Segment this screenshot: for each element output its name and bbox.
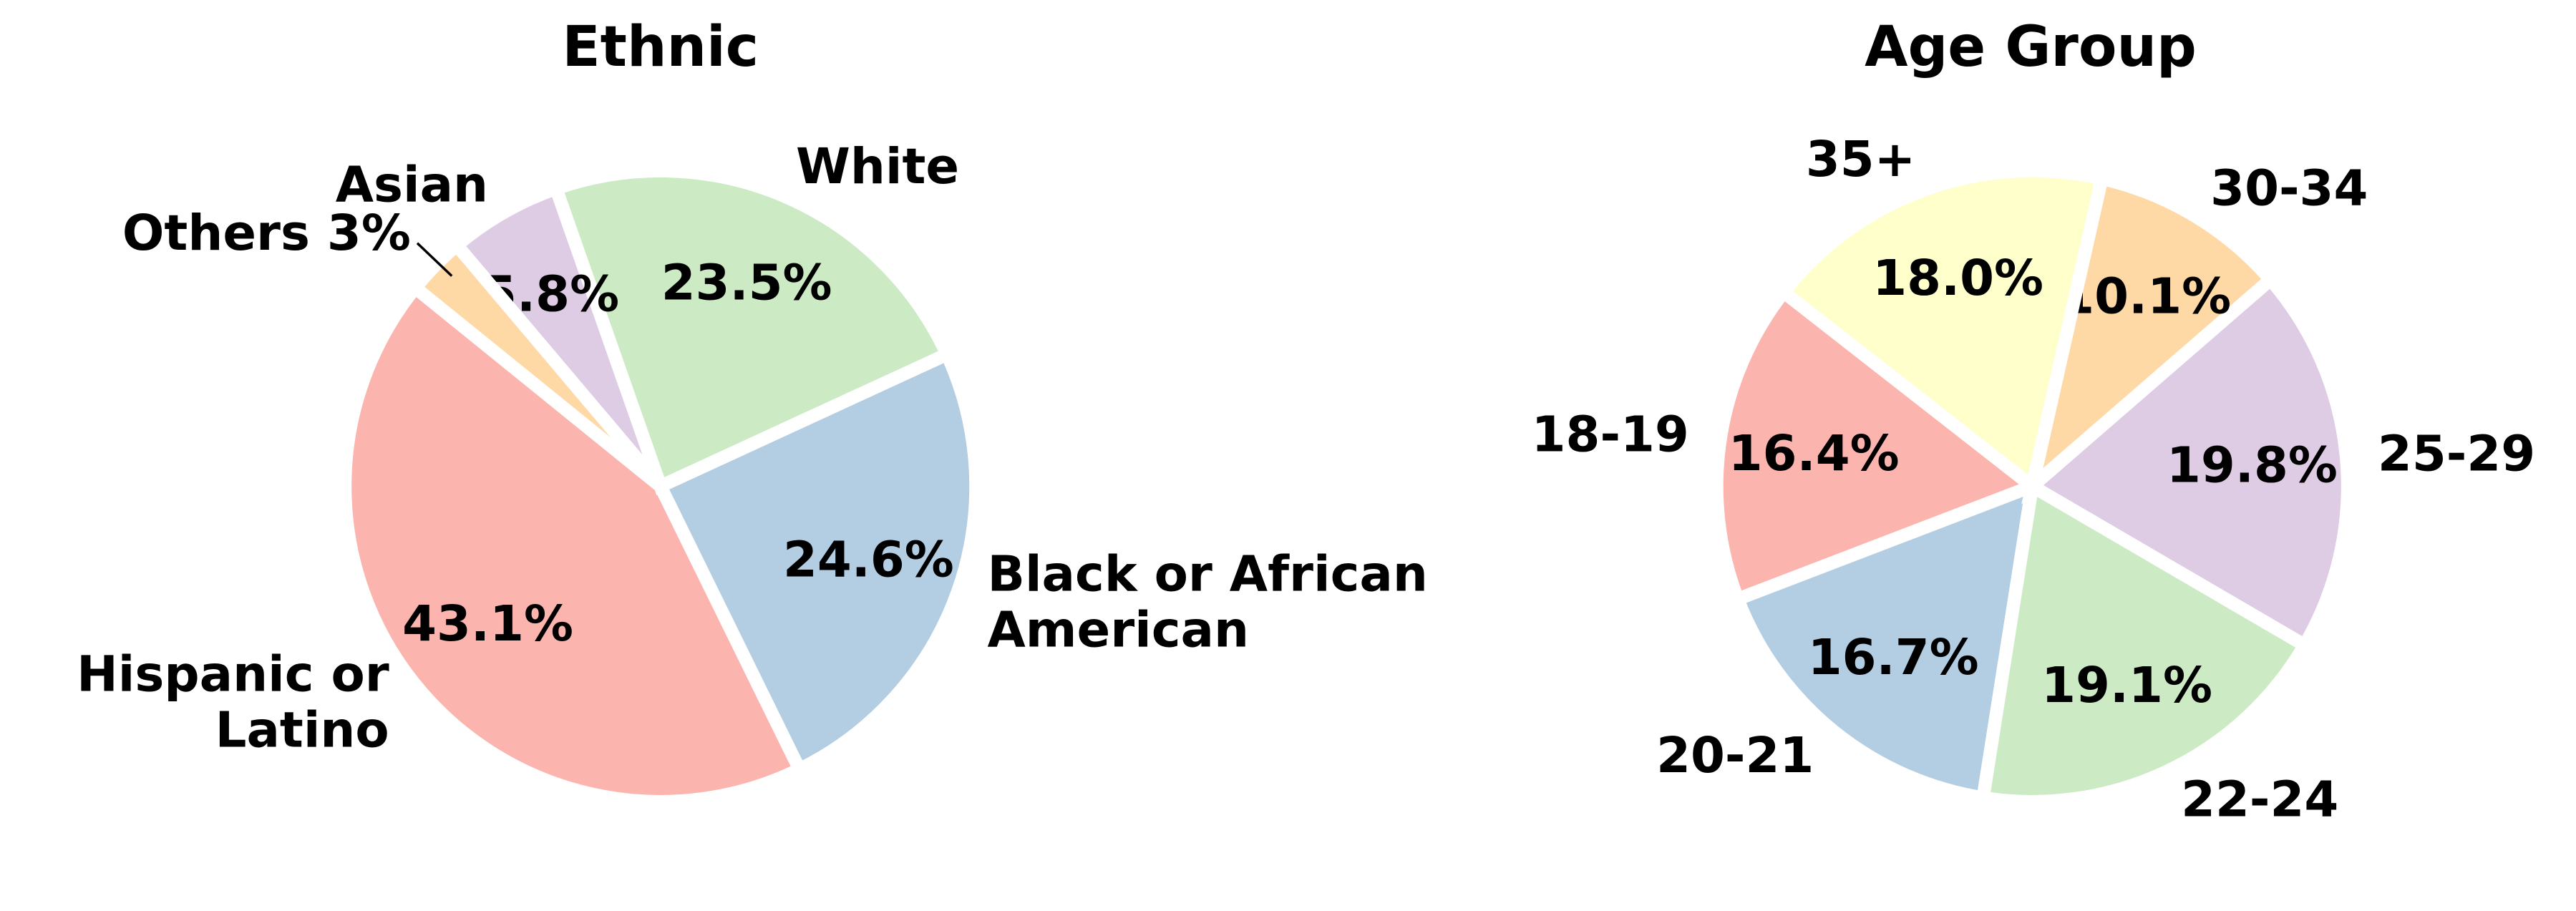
- pie-slice-18-19: [1710, 283, 2046, 608]
- age-group-pie: 16.4% 18-19 16.7% 20-21 19.1% 22-24 19.8% 25-29…: [1532, 131, 2535, 829]
- category-label-others: Others 3%: [122, 205, 411, 262]
- pct-label-white: 23.5%: [661, 254, 832, 311]
- pie-slice-22-24: [1975, 475, 2314, 809]
- category-label-hispanic-or-latino: Hispanic or Latino: [77, 646, 389, 759]
- pie-slice-hispanic-or-latino: [338, 278, 809, 809]
- category-label-18-19: 18-19: [1532, 406, 1689, 464]
- chart-title-age-group: Age Group: [1865, 15, 2197, 79]
- pie-slice-30-34: [2021, 170, 2280, 505]
- pct-label-30-34: 10.1%: [2060, 268, 2231, 326]
- pct-label-hispanic-or-latino: 43.1%: [402, 595, 573, 653]
- pct-label-20-21: 16.7%: [1808, 629, 1979, 686]
- category-label-22-24: 22-24: [2181, 771, 2338, 828]
- ethnic-pie: 43.1%Hispanic or Latino 24.6% Black or Afri…: [77, 138, 1428, 809]
- pie-slice-black-or-african-american: [651, 345, 983, 779]
- category-label-35: 35+: [1806, 131, 1916, 188]
- pct-label-22-24: 19.1%: [2041, 657, 2212, 714]
- category-label-20-21: 20-21: [1656, 727, 1814, 784]
- pie-slice-white: [548, 164, 956, 495]
- chart-title-ethnic: Ethnic: [562, 15, 759, 79]
- pie-slice-others: [406, 235, 666, 492]
- others-leader-line: [416, 242, 453, 277]
- category-label-black-or-african-american: Black or African American: [987, 546, 1427, 659]
- category-label-asian: Asian: [336, 157, 488, 214]
- pct-label-35: 18.0%: [1872, 250, 2043, 307]
- pie-slice-35: [1774, 164, 2110, 498]
- category-label-25-29: 25-29: [2378, 425, 2535, 482]
- pie-slice-25-29: [2021, 270, 2355, 655]
- pct-label-18-19: 16.4%: [1729, 425, 1900, 482]
- category-label-30-34: 30-34: [2210, 160, 2368, 217]
- pie-slice-20-21: [1729, 476, 2041, 806]
- pct-label-25-29: 19.8%: [2167, 437, 2338, 495]
- category-label-white: White: [796, 138, 959, 195]
- pct-label-black-or-african-american: 24.6%: [783, 532, 954, 589]
